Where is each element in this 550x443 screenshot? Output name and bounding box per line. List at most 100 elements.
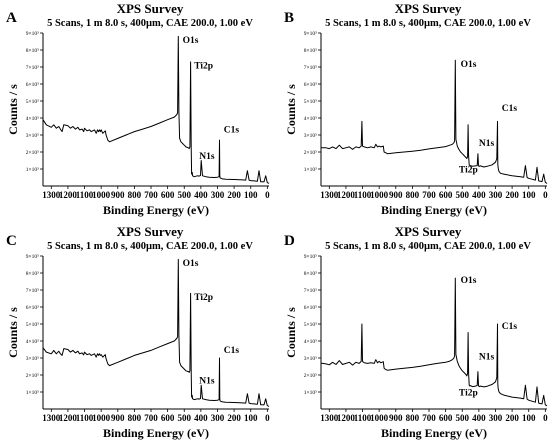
x-tick-label: 1200 — [337, 190, 356, 200]
x-tick-label: 1000 — [92, 190, 111, 200]
x-tick-label: 900 — [111, 413, 125, 423]
peak-label: C1s — [224, 346, 240, 356]
y-tick-label: 8×10⁵ — [26, 48, 39, 54]
y-tick-label: 4×10⁵ — [26, 116, 39, 122]
y-tick-label: 2×10⁵ — [304, 150, 317, 156]
x-tick-label: 200 — [227, 190, 241, 200]
peak-label: Ti2p — [459, 388, 478, 398]
chart-title: XPS Survey — [395, 1, 462, 16]
chart-title: XPS Survey — [117, 224, 184, 239]
x-tick-label: 200 — [505, 413, 519, 423]
y-tick-label: 2×10⁵ — [26, 373, 39, 379]
y-axis-label: Counts / s — [6, 84, 20, 135]
y-tick-label: 2×10⁵ — [304, 373, 317, 379]
y-tick-label: 5×10⁵ — [304, 99, 317, 105]
x-tick-label: 1100 — [76, 190, 94, 200]
x-tick-label: 1300 — [320, 190, 339, 200]
chart-subtitle: 5 Scans, 1 m 8.0 s, 400µm, CAE 200.0, 1.… — [47, 241, 253, 252]
x-tick-label: 800 — [128, 413, 142, 423]
y-tick-label: 5×10⁵ — [26, 99, 39, 105]
y-tick-label: 8×10⁵ — [304, 271, 317, 277]
x-tick-label: 200 — [227, 413, 241, 423]
x-tick-label: 0 — [265, 190, 270, 200]
x-tick-label: 0 — [543, 190, 548, 200]
spectrum-line — [320, 277, 548, 407]
y-tick-label: 8×10⁵ — [26, 271, 39, 277]
x-tick-label: 1200 — [59, 413, 78, 423]
x-tick-label: 900 — [389, 413, 403, 423]
y-tick-label: 7×10⁵ — [304, 65, 317, 71]
y-axis-label: Counts / s — [6, 307, 20, 358]
x-tick-label: 1100 — [354, 413, 372, 423]
x-tick-label: 600 — [439, 190, 453, 200]
chart-subtitle: 5 Scans, 1 m 8.0 s, 400µm, CAE 200.0, 1.… — [47, 18, 253, 29]
x-tick-label: 1000 — [370, 190, 389, 200]
peak-label: O1s — [183, 259, 199, 269]
x-tick-label: 100 — [522, 190, 536, 200]
spectrum-line — [321, 59, 548, 184]
x-tick-label: 800 — [406, 190, 420, 200]
panel-letter: A — [6, 10, 17, 26]
chart-title: XPS Survey — [395, 224, 462, 239]
panel-letter: D — [284, 233, 295, 249]
y-tick-label: 9×10⁵ — [26, 31, 39, 37]
y-axis-label: Counts / s — [284, 84, 298, 135]
panel-letter: C — [6, 233, 17, 249]
x-tick-label: 800 — [406, 413, 420, 423]
x-tick-label: 500 — [178, 413, 192, 423]
x-tick-label: 400 — [194, 413, 208, 423]
y-tick-label: 5×10⁵ — [26, 322, 39, 328]
spectrum-line — [42, 35, 270, 184]
chart-panel-b: B XPS Survey 5 Scans, 1 m 8.0 s, 400µm, CA… — [284, 1, 548, 217]
x-tick-label: 600 — [161, 190, 175, 200]
x-tick-label: 700 — [422, 190, 436, 200]
y-tick-label: 9×10⁵ — [26, 254, 39, 260]
y-tick-label: 4×10⁵ — [26, 339, 39, 345]
peak-label: O1s — [461, 60, 477, 70]
peak-label: N1s — [479, 353, 495, 363]
x-tick-label: 900 — [111, 190, 125, 200]
x-tick-label: 600 — [439, 413, 453, 423]
x-tick-label: 1000 — [92, 413, 111, 423]
peak-label: O1s — [183, 36, 199, 46]
y-tick-label: 3×10⁵ — [304, 356, 317, 362]
x-tick-label: 0 — [265, 413, 270, 423]
x-tick-label: 700 — [422, 413, 436, 423]
y-tick-label: 6×10⁵ — [304, 82, 317, 88]
x-tick-label: 1300 — [42, 413, 61, 423]
x-axis-label: Binding Energy (eV) — [381, 203, 487, 217]
x-tick-label: 900 — [389, 190, 403, 200]
chart-subtitle: 5 Scans, 1 m 8.0 s, 400µm, CAE 200.0, 1.… — [325, 241, 531, 252]
x-tick-label: 400 — [194, 190, 208, 200]
x-tick-label: 700 — [144, 190, 158, 200]
x-tick-label: 500 — [456, 413, 470, 423]
y-tick-label: 1×10⁵ — [304, 167, 317, 173]
x-axis-label: Binding Energy (eV) — [103, 426, 209, 440]
y-tick-label: 2×10⁵ — [26, 150, 39, 156]
x-tick-label: 300 — [211, 413, 225, 423]
chart-panel-a: A XPS Survey 5 Scans, 1 m 8.0 s, 400µm, CA… — [6, 1, 270, 217]
x-tick-label: 0 — [543, 413, 548, 423]
y-tick-label: 7×10⁵ — [26, 288, 39, 294]
x-tick-label: 400 — [472, 190, 486, 200]
peak-label: N1s — [479, 139, 495, 149]
x-tick-label: 1100 — [354, 190, 372, 200]
y-tick-label: 1×10⁵ — [26, 390, 39, 396]
x-tick-label: 100 — [522, 413, 536, 423]
chart-panel-c: C XPS Survey 5 Scans, 1 m 8.0 s, 400µm, CA… — [6, 224, 270, 440]
y-tick-label: 6×10⁵ — [26, 305, 39, 311]
peak-label: Ti2p — [459, 165, 478, 175]
x-tick-label: 800 — [128, 190, 142, 200]
x-tick-label: 500 — [178, 190, 192, 200]
x-tick-label: 100 — [244, 190, 258, 200]
y-tick-label: 5×10⁵ — [304, 322, 317, 328]
x-tick-label: 1200 — [59, 190, 78, 200]
x-axis-label: Binding Energy (eV) — [103, 203, 209, 217]
y-tick-label: 4×10⁵ — [304, 116, 317, 122]
peak-label: N1s — [199, 377, 215, 387]
x-tick-label: 600 — [161, 413, 175, 423]
peak-label: C1s — [502, 322, 518, 332]
peak-label: Ti2p — [194, 62, 213, 72]
peak-label: C1s — [502, 104, 518, 114]
